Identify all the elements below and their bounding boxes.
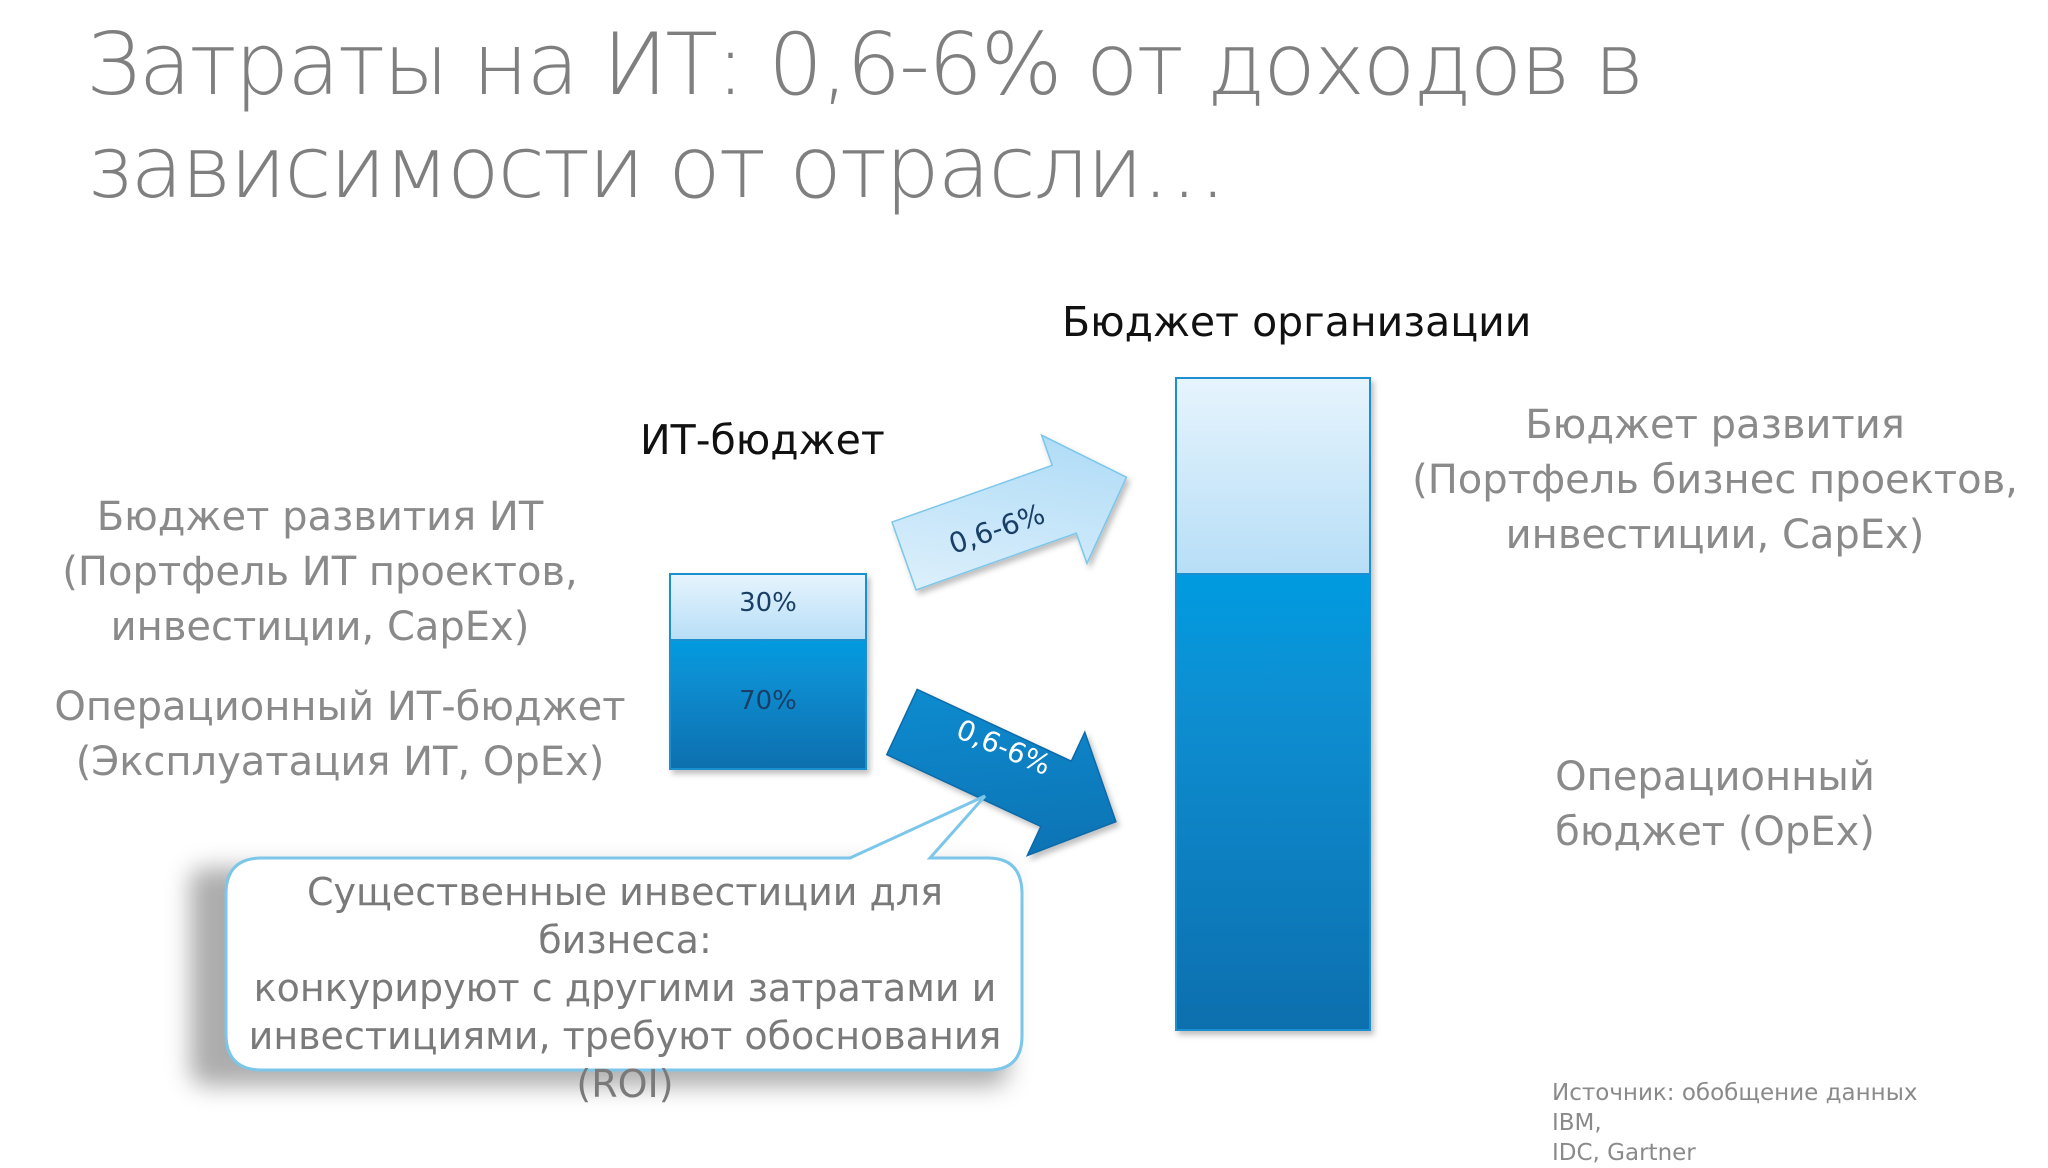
callout-line1: Существенные инвестиции для бизнеса: xyxy=(307,870,943,962)
it-dev-budget-line1: Бюджет развития ИТ xyxy=(96,494,544,540)
callout-line4: (ROI) xyxy=(576,1062,674,1106)
it-budget-stack xyxy=(669,573,867,770)
it-dev-budget-label: Бюджет развития ИТ (Портфель ИТ проектов… xyxy=(40,490,600,655)
it-budget-dev-pct: 30% xyxy=(739,588,797,618)
org-dev-budget-line1: Бюджет развития xyxy=(1525,402,1905,448)
org-budget-bar xyxy=(1175,377,1371,1031)
it-ops-budget-label: Операционный ИТ-бюджет (Эксплуатация ИТ,… xyxy=(30,680,650,790)
source-line1: Источник: обобщение данных IBM, xyxy=(1552,1080,1918,1136)
it-ops-budget-line2: (Эксплуатация ИТ, OpEx) xyxy=(75,739,605,785)
org-budget-dev-segment xyxy=(1175,377,1371,575)
it-budget-ops-pct: 70% xyxy=(739,686,797,716)
org-ops-budget-line2: бюджет (OpEx) xyxy=(1555,809,1875,855)
page-title: Затраты на ИТ: 0,6-6% от доходов в завис… xyxy=(86,15,1644,218)
org-ops-budget-line1: Операционный xyxy=(1555,754,1875,800)
org-budget-ops-segment xyxy=(1175,573,1371,1031)
org-dev-budget-line3: инвестиции, CapEx) xyxy=(1505,512,1925,558)
it-budget-heading: ИТ-бюджет xyxy=(640,416,885,464)
it-dev-budget-line3: инвестиции, CapEx) xyxy=(110,604,530,650)
callout-bubble xyxy=(224,794,1024,1072)
org-dev-budget-label: Бюджет развития (Портфель бизнес проекто… xyxy=(1400,398,2030,563)
org-dev-budget-line2: (Портфель бизнес проектов, xyxy=(1412,457,2018,503)
source-note: Источник: обобщение данных IBM, IDC, Gar… xyxy=(1552,1078,1972,1168)
callout-line2: конкурируют с другими затратами и xyxy=(253,966,997,1010)
org-ops-budget-label: Операционный бюджет (OpEx) xyxy=(1500,750,1930,860)
callout-line3: инвестициями, требуют обоснования xyxy=(248,1014,1002,1058)
it-ops-budget-line1: Операционный ИТ-бюджет xyxy=(54,684,626,730)
lower-arrow xyxy=(885,688,1117,857)
source-line2: IDC, Gartner xyxy=(1552,1140,1696,1166)
org-budget-heading: Бюджет организации xyxy=(1062,298,1532,346)
callout-text: Существенные инвестиции для бизнеса: кон… xyxy=(230,868,1020,1108)
it-budget-ops-segment xyxy=(669,639,867,770)
upper-arrow xyxy=(891,433,1128,591)
it-dev-budget-line2: (Портфель ИТ проектов, xyxy=(62,549,578,595)
